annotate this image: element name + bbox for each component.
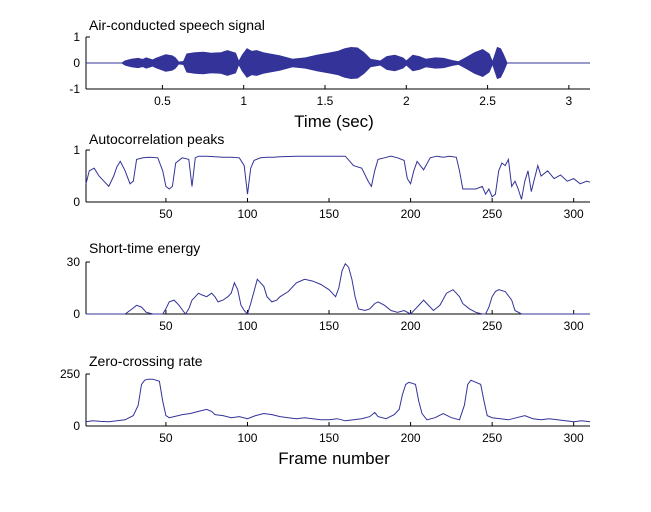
autocorr-x-tick-label: 150	[319, 207, 339, 221]
speech-x-tick-label: 1.5	[317, 94, 334, 108]
zcr-x-tick-label: 200	[401, 431, 421, 445]
autocorr-x-tick-label: 250	[482, 207, 502, 221]
zcr-y-tick-label: 250	[60, 367, 80, 381]
zcr-x-tick-label: 100	[237, 431, 257, 445]
panel-short-time-energy: Short-time energy 50 100 150 200 250 300 0 30	[67, 240, 590, 333]
energy-x-tick-label: 150	[319, 319, 339, 333]
zcr-x-tick-label: 50	[159, 431, 173, 445]
energy-x-tick-label: 100	[237, 319, 257, 333]
energy-x-tick-label: 300	[564, 319, 584, 333]
speech-x-tick-label: 0.5	[154, 94, 171, 108]
autocorr-y-tick-label: 0	[73, 195, 80, 209]
speech-y-tick-label: -1	[69, 82, 80, 96]
zcr-series-line	[85, 378, 591, 423]
speech-title: Air-conducted speech signal	[89, 17, 265, 33]
zcr-x-tick-label: 250	[482, 431, 502, 445]
energy-x-tick-label: 200	[401, 319, 421, 333]
autocorr-x-tick-label: 100	[237, 207, 257, 221]
autocorr-series-line	[85, 155, 591, 200]
autocorr-x-tick-label: 50	[159, 207, 173, 221]
energy-x-tick-label: 250	[482, 319, 502, 333]
speech-x-tick-label: 2.5	[479, 94, 496, 108]
autocorr-title: Autocorrelation peaks	[89, 131, 224, 147]
speech-x-tick-label: 3	[566, 94, 573, 108]
energy-y-tick-label: 0	[73, 307, 80, 321]
speech-x-tick-label: 1	[240, 94, 247, 108]
energy-x-tick-label: 50	[159, 319, 173, 333]
panel-speech-signal: Air-conducted speech signal 0.5 1 1.5 2 2.5 3 -…	[69, 17, 590, 131]
zcr-x-tick-label: 300	[564, 431, 584, 445]
panel-autocorrelation: Autocorrelation peaks 50 100 150 200 250 300 0 1	[73, 131, 591, 221]
speech-y-tick-label: 1	[73, 30, 80, 44]
speech-x-tick-label: 2	[403, 94, 410, 108]
zcr-y-tick-label: 0	[73, 419, 80, 433]
autocorr-y-tick-label: 1	[73, 143, 80, 157]
energy-y-tick-label: 30	[67, 255, 81, 269]
speech-x-label: Time (sec)	[294, 112, 374, 131]
autocorr-x-tick-label: 300	[564, 207, 584, 221]
zcr-title: Zero-crossing rate	[89, 353, 203, 369]
speech-y-tick-label: 0	[73, 56, 80, 70]
energy-title: Short-time energy	[89, 240, 200, 256]
panel-zero-crossing-rate: Zero-crossing rate 50 100 150 200 250 300 0 250 F…	[60, 353, 591, 468]
zcr-x-label: Frame number	[278, 449, 390, 468]
autocorr-x-tick-label: 200	[401, 207, 421, 221]
energy-series-line	[86, 262, 590, 315]
zcr-x-tick-label: 150	[319, 431, 339, 445]
